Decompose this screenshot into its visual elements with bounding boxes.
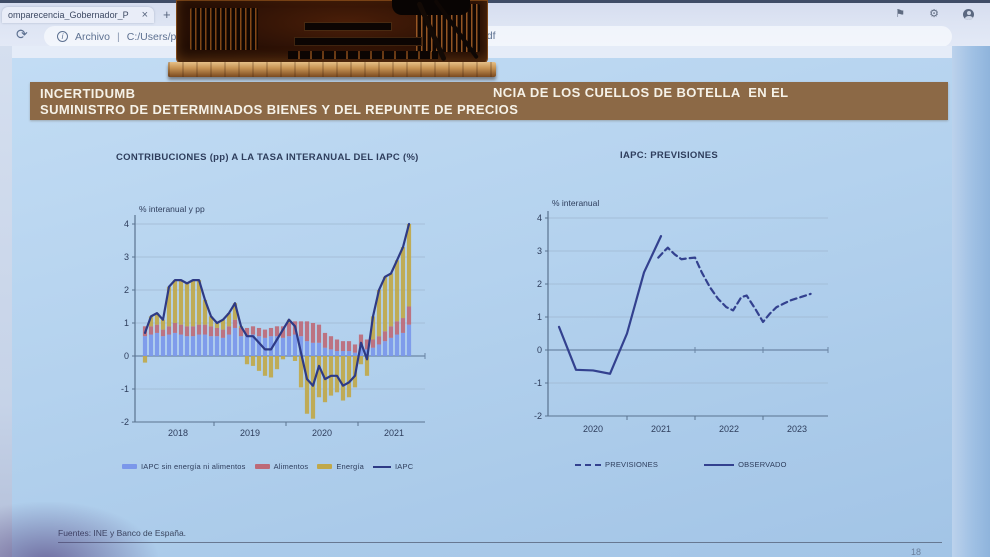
svg-text:2021: 2021 <box>384 428 404 438</box>
viewer-right-margin <box>952 46 990 557</box>
browser-action-icons: ⚑ ⚙ <box>895 9 974 20</box>
svg-text:3: 3 <box>537 246 542 256</box>
info-icon[interactable]: i <box>57 31 68 42</box>
svg-text:-2: -2 <box>534 411 542 421</box>
legend-item-core: IAPC sin energía ni alimentos <box>122 462 246 471</box>
tab-close-icon[interactable]: × <box>141 9 148 21</box>
observado-label: OBSERVADO <box>738 460 787 469</box>
iapc-line <box>143 222 411 387</box>
core-swatch <box>122 464 137 469</box>
iapc-label: IAPC <box>395 462 414 471</box>
previsiones-label: PREVISIONES <box>605 460 659 469</box>
banner-line1-left: INCERTIDUMB <box>40 86 136 101</box>
contributions-chart-title: CONTRIBUCIONES (pp) A LA TASA INTERANUAL… <box>116 152 419 163</box>
svg-text:2020: 2020 <box>583 424 603 434</box>
energy-label: Energía <box>336 462 365 471</box>
svg-text:1: 1 <box>537 312 542 322</box>
legend-item-energy: Energía <box>317 462 364 471</box>
tab-title: omparecencia_Gobernador_P <box>8 10 129 20</box>
svg-text:% interanual y pp: % interanual y pp <box>139 204 205 214</box>
slide-title-banner: INCERTIDUMB NCIA DE LOS CUELLOS DE BOTEL… <box>30 82 948 120</box>
svg-text:3: 3 <box>124 252 129 262</box>
svg-text:2023: 2023 <box>787 424 807 434</box>
legend-item-previsiones: PREVISIONES <box>575 460 658 469</box>
banner-line2: SUMINISTRO DE DETERMINADOS BIENES Y DEL … <box>40 102 519 117</box>
footer-rule <box>58 542 942 543</box>
svg-text:2019: 2019 <box>240 428 260 438</box>
svg-text:-1: -1 <box>121 384 129 394</box>
projector-vent-left <box>190 8 258 50</box>
favorites-flag-icon[interactable]: ⚑ <box>895 8 906 20</box>
projector-device <box>176 0 488 64</box>
energy-swatch <box>317 464 333 469</box>
observado-line <box>557 235 663 375</box>
svg-text:1: 1 <box>124 318 129 328</box>
food-label: Alimentos <box>273 462 309 471</box>
settings-gear-icon[interactable]: ⚙ <box>929 8 939 20</box>
svg-text:4: 4 <box>537 213 542 223</box>
new-tab-button[interactable]: + <box>163 7 171 22</box>
contributions-legend: IAPC sin energía ni alimentos Alimentos … <box>122 462 413 471</box>
projector-port-slot <box>294 37 422 46</box>
bars-layer <box>142 224 412 419</box>
browser-chrome: omparecencia_Gobernador_P × + ⚑ ⚙ ⟳ i Ar… <box>0 0 990 47</box>
refresh-icon[interactable]: ⟳ <box>16 26 28 42</box>
observado-line-swatch <box>704 463 735 466</box>
projector-port-slot <box>304 22 392 31</box>
svg-text:2: 2 <box>537 279 542 289</box>
previsiones-dash-swatch <box>575 463 601 466</box>
address-separator: | <box>117 30 120 43</box>
svg-text:2022: 2022 <box>719 424 739 434</box>
svg-text:2018: 2018 <box>168 428 188 438</box>
previsiones-line <box>657 246 812 324</box>
profile-avatar-icon[interactable] <box>963 9 974 20</box>
forecast-legend: PREVISIONES OBSERVADO <box>575 460 787 469</box>
pdf-slide: INCERTIDUMB NCIA DE LOS CUELLOS DE BOTEL… <box>0 58 952 557</box>
svg-text:-1: -1 <box>534 378 542 388</box>
svg-text:4: 4 <box>124 219 129 229</box>
svg-text:2021: 2021 <box>651 424 671 434</box>
svg-text:-2: -2 <box>121 417 129 427</box>
tab-strip: omparecencia_Gobernador_P × + ⚑ ⚙ <box>0 6 990 23</box>
forecast-chart-title: IAPC: PREVISIONES <box>620 150 719 161</box>
viewer-left-margin <box>0 46 12 557</box>
browser-tab[interactable]: omparecencia_Gobernador_P × <box>2 7 154 23</box>
legend-item-food: Alimentos <box>254 462 309 471</box>
projector-shelf <box>168 62 496 77</box>
legend-item-iapc: IAPC <box>373 462 413 471</box>
svg-text:% interanual: % interanual <box>552 198 599 208</box>
photo-corner-shadow <box>0 502 158 557</box>
svg-text:0: 0 <box>537 345 542 355</box>
forecast-chart: 4 3 2 1 0 -1 -2 % interanual 2020 2021 2022 2023 <box>534 198 829 434</box>
legend-item-observado: OBSERVADO <box>704 460 787 469</box>
projector-top-bump <box>392 0 470 15</box>
contributions-chart: 4 3 2 1 0 -1 -2 % interanual y pp 2018 2019 2020 20… <box>121 204 426 438</box>
page-number: 18 <box>911 547 922 557</box>
banner-line1-right: NCIA DE LOS CUELLOS DE BOTELLA EN EL <box>493 85 789 100</box>
svg-text:2: 2 <box>124 285 129 295</box>
address-scheme-label: Archivo <box>75 30 111 43</box>
iapc-line-swatch <box>373 465 392 468</box>
svg-text:0: 0 <box>124 351 129 361</box>
food-swatch <box>254 464 270 469</box>
projector-port-slot <box>288 51 438 59</box>
core-label: IAPC sin energía ni alimentos <box>141 462 246 471</box>
svg-text:2020: 2020 <box>312 428 332 438</box>
